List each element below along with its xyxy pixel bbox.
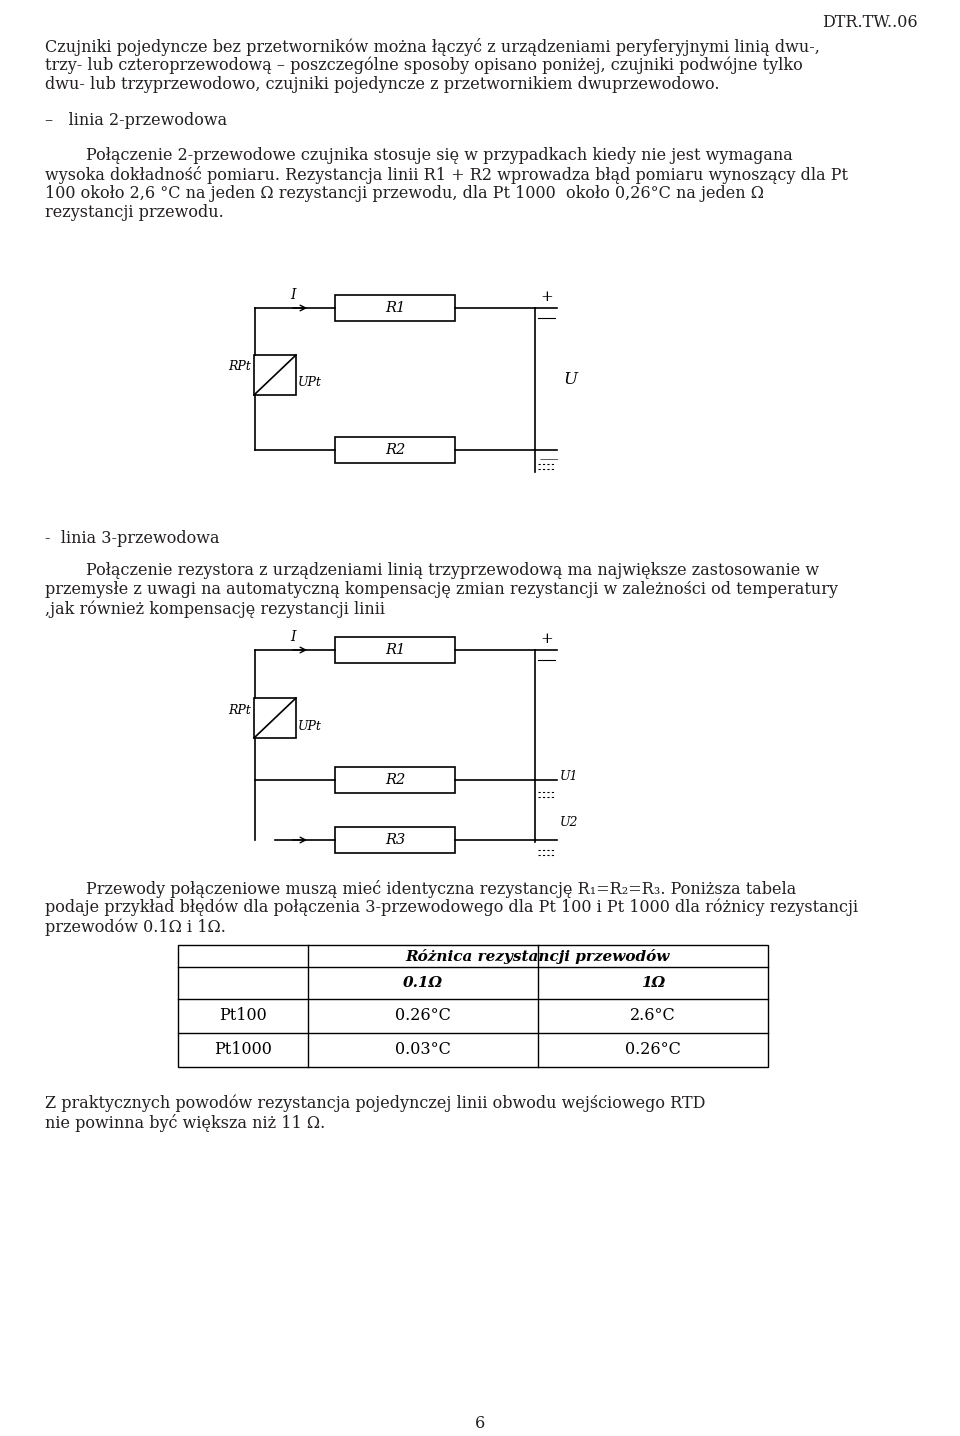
Text: 1Ω: 1Ω bbox=[641, 976, 665, 989]
Text: RPt: RPt bbox=[228, 704, 251, 717]
Text: I: I bbox=[290, 630, 296, 643]
Text: 0.03°C: 0.03°C bbox=[396, 1041, 451, 1058]
Text: RPt: RPt bbox=[228, 360, 251, 373]
Text: wysoka dokładność pomiaru. Rezystancja linii R1 + R2 wprowadza błąd pomiaru wyno: wysoka dokładność pomiaru. Rezystancja l… bbox=[45, 167, 848, 184]
Text: Przewody połączeniowe muszą mieć identyczna rezystancję R₁=R₂=R₃. Poniższa tabel: Przewody połączeniowe muszą mieć identyc… bbox=[45, 880, 796, 898]
Text: Pt100: Pt100 bbox=[219, 1008, 267, 1024]
Text: 100 około 2,6 °C na jeden Ω rezystancji przewodu, dla Pt 1000  około 0,26°C na j: 100 około 2,6 °C na jeden Ω rezystancji … bbox=[45, 185, 764, 202]
Text: ,jak również kompensację rezystancji linii: ,jak również kompensację rezystancji lin… bbox=[45, 600, 385, 617]
Text: U2: U2 bbox=[560, 816, 579, 829]
Text: przemysłe z uwagi na automatyczną kompensację zmian rezystancji w zależności od : przemysłe z uwagi na automatyczną kompen… bbox=[45, 582, 838, 597]
Bar bbox=[178, 945, 768, 1067]
Text: podaje przykład błędów dla połączenia 3-przewodowego dla Pt 100 i Pt 1000 dla ró: podaje przykład błędów dla połączenia 3-… bbox=[45, 899, 858, 916]
Text: R3: R3 bbox=[385, 833, 405, 847]
Text: 0.26°C: 0.26°C bbox=[625, 1041, 681, 1058]
Text: U1: U1 bbox=[560, 770, 579, 783]
Text: Z praktycznych powodów rezystancja pojedynczej linii obwodu wejściowego RTD: Z praktycznych powodów rezystancja pojed… bbox=[45, 1096, 706, 1113]
Bar bbox=[335, 294, 455, 322]
Text: rezystancji przewodu.: rezystancji przewodu. bbox=[45, 204, 224, 221]
Text: nie powinna być większa niż 11 Ω.: nie powinna być większa niż 11 Ω. bbox=[45, 1114, 325, 1132]
Text: 6: 6 bbox=[475, 1414, 485, 1432]
Text: ——: —— bbox=[540, 455, 560, 464]
Text: 0.26°C: 0.26°C bbox=[396, 1008, 451, 1024]
Bar bbox=[335, 638, 455, 663]
Bar bbox=[335, 767, 455, 793]
Text: Połączenie rezystora z urządzeniami linią trzyprzewodową ma największe zastosowa: Połączenie rezystora z urządzeniami lini… bbox=[45, 561, 819, 579]
Text: +: + bbox=[540, 632, 553, 646]
Text: +: + bbox=[540, 290, 553, 304]
Text: UPt: UPt bbox=[298, 376, 322, 389]
Text: R1: R1 bbox=[385, 643, 405, 658]
Text: Czujniki pojedyncze bez przetworników można łączyć z urządzeniami peryferyjnymi : Czujniki pojedyncze bez przetworników mo… bbox=[45, 37, 820, 56]
Text: 0.1Ω: 0.1Ω bbox=[403, 976, 444, 989]
Text: R2: R2 bbox=[385, 442, 405, 457]
Text: UPt: UPt bbox=[298, 719, 322, 732]
Bar bbox=[335, 827, 455, 853]
Text: R2: R2 bbox=[385, 773, 405, 787]
Text: Połączenie 2-przewodowe czujnika stosuje się w przypadkach kiedy nie jest wymaga: Połączenie 2-przewodowe czujnika stosuje… bbox=[45, 146, 793, 164]
Text: 2.6°C: 2.6°C bbox=[630, 1008, 676, 1024]
Text: R1: R1 bbox=[385, 302, 405, 314]
Text: Różnica rezystancji przewodów: Różnica rezystancji przewodów bbox=[406, 949, 670, 964]
Text: -  linia 3-przewodowa: - linia 3-przewodowa bbox=[45, 530, 220, 547]
Text: –   linia 2-przewodowa: – linia 2-przewodowa bbox=[45, 112, 228, 129]
Text: U: U bbox=[563, 370, 577, 388]
Text: trzy- lub czteroprzewodową – poszczególne sposoby opisano poniżej, czujniki podw: trzy- lub czteroprzewodową – poszczególn… bbox=[45, 57, 803, 75]
Text: przewodów 0.1Ω i 1Ω.: przewodów 0.1Ω i 1Ω. bbox=[45, 918, 226, 935]
Text: I: I bbox=[290, 289, 296, 302]
Text: dwu- lub trzyprzewodowo, czujniki pojedyncze z przetwornikiem dwuprzewodowo.: dwu- lub trzyprzewodowo, czujniki pojedy… bbox=[45, 76, 719, 93]
Bar bbox=[335, 437, 455, 462]
Bar bbox=[254, 698, 296, 738]
Text: DTR.TW..06: DTR.TW..06 bbox=[823, 14, 918, 32]
Text: Pt1000: Pt1000 bbox=[214, 1041, 272, 1058]
Bar bbox=[254, 355, 296, 395]
